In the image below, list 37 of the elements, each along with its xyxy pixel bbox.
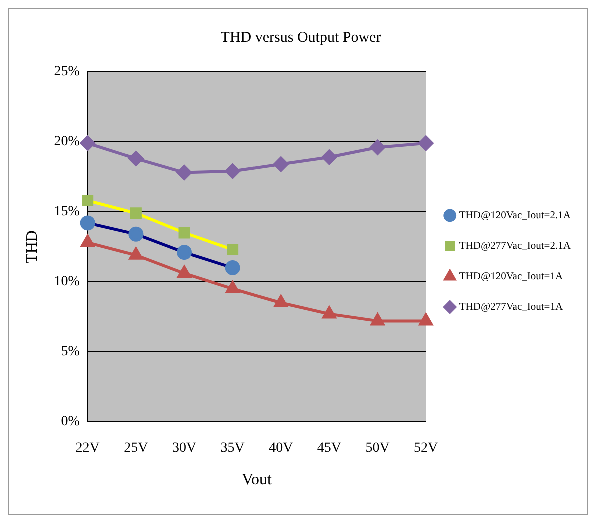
point	[80, 136, 96, 151]
point	[129, 248, 143, 260]
point	[225, 164, 240, 179]
legend-label: THD@120Vac_Iout=2.1A	[459, 210, 574, 222]
y-tick-label: 0%	[61, 414, 80, 430]
point	[81, 235, 95, 248]
x-tick-label: 40V	[269, 441, 294, 456]
point	[226, 282, 240, 294]
point	[177, 165, 192, 180]
x-tick-label: 25V	[124, 441, 148, 456]
x-tick-label: 52V	[414, 441, 438, 456]
y-tick-label: 10%	[54, 274, 80, 290]
y-tick-label: 20%	[54, 134, 80, 150]
point	[419, 314, 433, 326]
legend-label: THD@277Vac_Iout=2.1A	[459, 241, 574, 252]
point	[418, 136, 434, 151]
point	[322, 150, 337, 165]
x-axis-title: Vout	[242, 472, 273, 489]
x-tick-label: 22V	[76, 441, 100, 456]
point	[274, 296, 288, 308]
point	[370, 140, 386, 156]
legend-label: THD@120Vac_Iout=1A	[459, 272, 566, 282]
point	[128, 151, 144, 166]
y-tick-label: 5%	[61, 344, 80, 360]
y-tick-label: 15%	[54, 204, 80, 220]
point	[322, 306, 336, 319]
x-tick-label: 50V	[366, 441, 390, 456]
x-tick-label: 30V	[172, 441, 197, 456]
x-tick-label: 35V	[220, 441, 245, 456]
point	[274, 156, 289, 172]
x-tick-label: 45V	[317, 441, 342, 456]
point	[371, 314, 384, 326]
legend-label: THD@277Vac_Iout=1A	[459, 302, 566, 313]
y-axis-title: THD	[24, 230, 41, 264]
y-tick-label: 25%	[54, 64, 80, 80]
chart-title: THD versus Output Power	[220, 30, 382, 46]
point	[178, 266, 192, 278]
